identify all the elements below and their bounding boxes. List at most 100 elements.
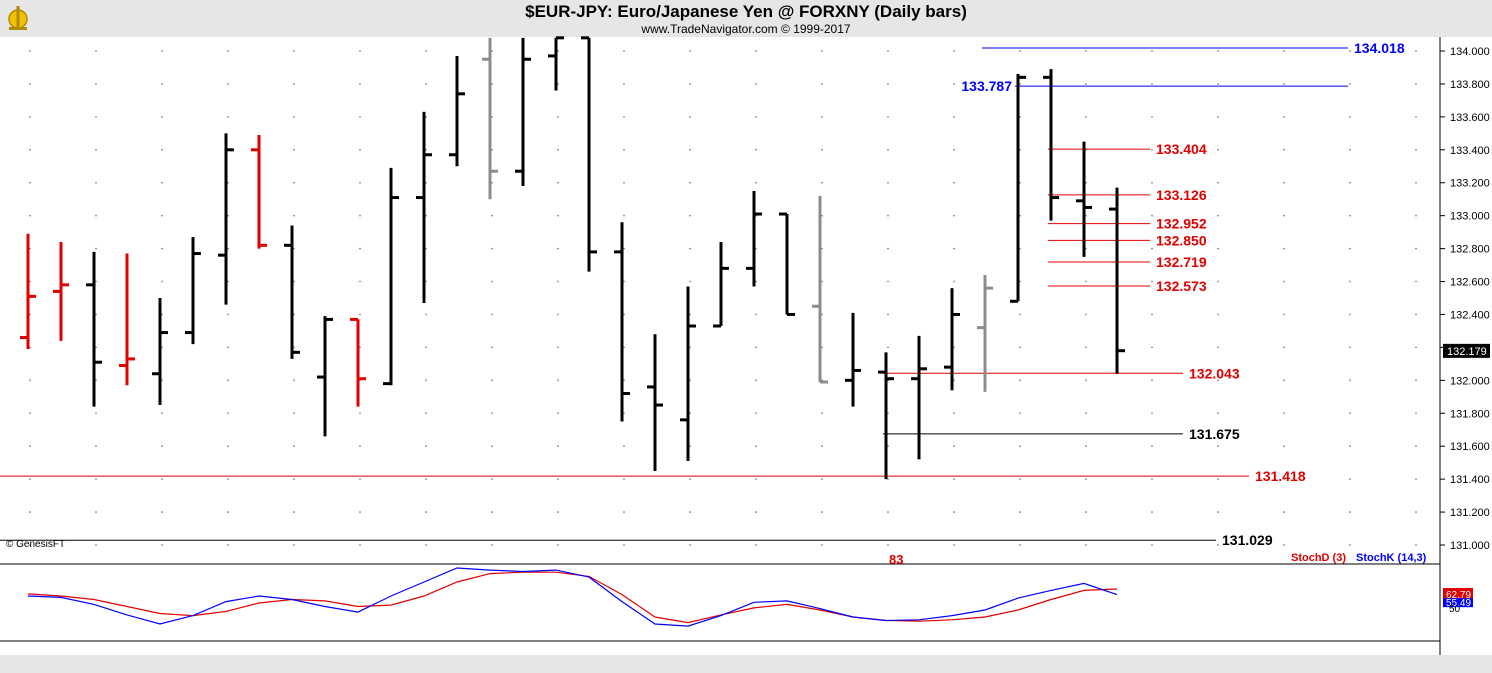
grid-dot [1349, 83, 1351, 85]
level-label: 132.952 [1156, 216, 1207, 232]
grid-dot [1085, 50, 1087, 52]
grid-dot [821, 247, 823, 250]
grid-dot [887, 280, 889, 283]
grid-dot [821, 313, 823, 316]
grid-dot [1283, 247, 1285, 250]
grid-dot [689, 346, 691, 349]
grid-dot [227, 379, 229, 382]
grid-dot [821, 478, 823, 481]
grid-dot [755, 50, 757, 52]
grid-dot [755, 313, 757, 316]
grid-dot [359, 346, 361, 349]
stoch-k-value: 55.49 [1446, 598, 1471, 609]
grid-dot [161, 50, 163, 52]
grid-dot [1283, 115, 1285, 118]
grid-dot [491, 379, 493, 382]
grid-dot [623, 148, 625, 151]
grid-dot [1019, 379, 1021, 382]
grid-dot [557, 379, 559, 382]
grid-dot [1085, 544, 1087, 546]
stoch-d-value-badge [1443, 588, 1473, 601]
grid-dot [1019, 412, 1021, 415]
grid-dot [359, 478, 361, 481]
grid-dot [1415, 544, 1417, 546]
grid-dot [491, 313, 493, 316]
grid-dot [1151, 346, 1153, 349]
grid-dot [953, 379, 955, 382]
grid-dot [953, 115, 955, 118]
price-levels: 134.018 133.787 133.404 133.126 132.952132.8… [0, 40, 1405, 548]
grid-dot [293, 181, 295, 184]
grid-dot [293, 346, 295, 349]
grid-dot [1085, 247, 1087, 250]
grid-dot [821, 181, 823, 184]
y-tick-label: 133.000 [1450, 211, 1490, 223]
grid-dot [953, 247, 955, 250]
grid-dot [95, 346, 97, 349]
grid-dot [1019, 478, 1021, 481]
grid-dot [821, 280, 823, 283]
grid-dot [557, 313, 559, 316]
grid-dot [1415, 148, 1417, 151]
grid-dot [557, 148, 559, 151]
grid-dot [1415, 247, 1417, 250]
grid-dot [227, 412, 229, 415]
grid-dot [1349, 247, 1351, 250]
grid-dot [953, 412, 955, 415]
grid-dot [1151, 50, 1153, 52]
grid-dot [491, 214, 493, 217]
grid-dot [557, 511, 559, 513]
grid-dot [1283, 346, 1285, 349]
grid-dot [227, 511, 229, 513]
grid-dot [623, 280, 625, 283]
grid-dot [1085, 181, 1087, 184]
grid-dot [95, 83, 97, 85]
grid-dot [29, 346, 31, 349]
y-tick-label: 131.200 [1450, 507, 1490, 519]
grid-dot [359, 148, 361, 151]
grid-dot [491, 148, 493, 151]
level-label: 131.418 [1255, 468, 1306, 484]
grid-dot [161, 445, 163, 448]
grid-dot [1019, 313, 1021, 316]
grid-dot [227, 313, 229, 316]
grid-dot [491, 280, 493, 283]
grid-dot [689, 214, 691, 217]
grid-dot [1415, 115, 1417, 118]
grid-dot [755, 379, 757, 382]
grid-dot [1151, 445, 1153, 448]
grid-dot [29, 445, 31, 448]
chart-header: $EUR-JPY: Euro/Japanese Yen @ FORXNY (Da… [0, 0, 1492, 37]
grid-dot [425, 247, 427, 250]
grid-dot [29, 83, 31, 85]
grid-dot [95, 379, 97, 382]
grid-dot [623, 346, 625, 349]
level-label: 131.675 [1189, 426, 1240, 442]
grid-dot [953, 181, 955, 184]
grid-dot [755, 478, 757, 481]
grid-dot [95, 280, 97, 283]
grid-dot [29, 544, 31, 546]
grid-dot [359, 511, 361, 513]
grid-dot [1019, 247, 1021, 250]
grid-dot [623, 181, 625, 184]
grid-dot [689, 445, 691, 448]
grid-dot [29, 379, 31, 382]
grid-dot [755, 181, 757, 184]
grid-dot [95, 148, 97, 151]
grid-dot [95, 50, 97, 52]
grid-dot [1085, 313, 1087, 316]
grid-dot [887, 115, 889, 118]
chart-grid: © GenesisFT [0, 37, 1441, 655]
grid-dot [1019, 445, 1021, 448]
stoch-d-legend: StochD (3) [1291, 552, 1346, 564]
grid-dot [1217, 83, 1219, 85]
grid-dot [1217, 412, 1219, 415]
grid-dot [1217, 115, 1219, 118]
grid-dot [953, 50, 955, 52]
grid-dot [557, 181, 559, 184]
grid-dot [95, 214, 97, 217]
grid-dot [1151, 181, 1153, 184]
grid-dot [161, 181, 163, 184]
grid-dot [623, 379, 625, 382]
